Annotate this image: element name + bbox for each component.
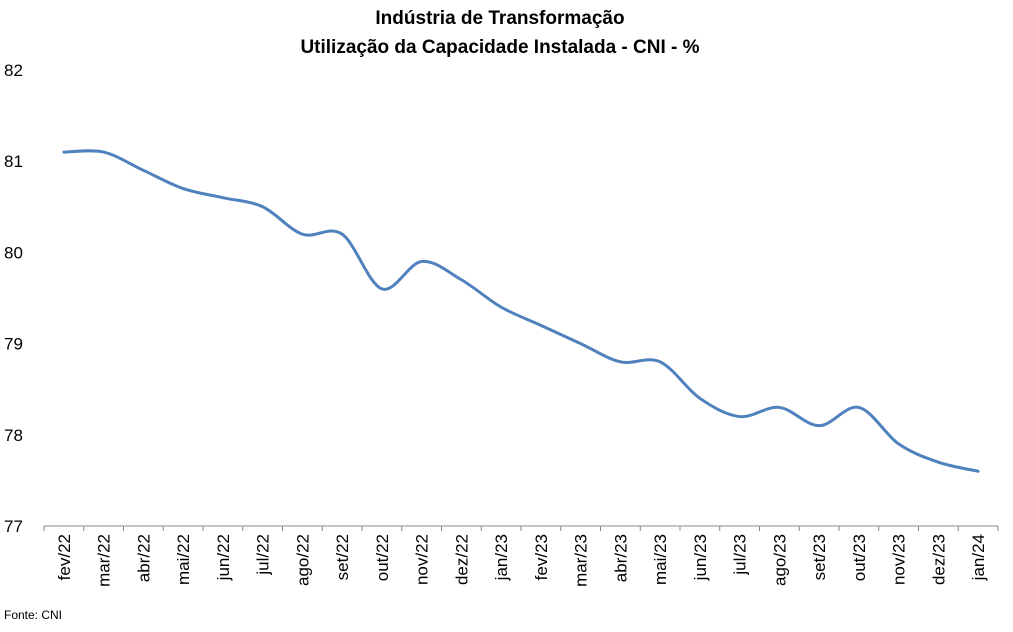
x-tick-label: jul/23	[731, 534, 750, 576]
x-axis-tick-marks	[43, 526, 999, 531]
x-tick-label: abr/23	[611, 534, 630, 582]
x-tick-label: nov/23	[890, 534, 909, 585]
x-tick-label: ago/23	[770, 534, 789, 586]
x-tick-label: abr/22	[134, 534, 153, 582]
x-tick-label: jun/22	[214, 534, 233, 581]
x-tick-label: jun/23	[691, 534, 710, 581]
y-tick-label: 77	[4, 517, 23, 536]
x-tick-label: jan/24	[969, 534, 988, 581]
x-tick-label: out/22	[373, 534, 392, 581]
x-tick-label: out/23	[850, 534, 869, 581]
series-line	[62, 149, 980, 473]
y-tick-label: 82	[4, 61, 23, 80]
x-tick-label: fev/22	[55, 534, 74, 580]
x-tick-label: mar/22	[95, 534, 114, 587]
x-tick-label: set/23	[810, 534, 829, 580]
x-tick-label: jan/23	[492, 534, 511, 581]
x-tick-label: mai/22	[174, 534, 193, 585]
y-tick-label: 79	[4, 335, 23, 354]
y-tick-label: 80	[4, 243, 23, 262]
x-tick-label: dez/22	[452, 534, 471, 585]
source-note: Fonte: CNI	[4, 608, 63, 622]
x-tick-label: jul/22	[254, 534, 273, 576]
y-tick-label: 81	[4, 152, 23, 171]
x-tick-label: ago/22	[293, 534, 312, 586]
x-tick-label: fev/23	[532, 534, 551, 580]
x-tick-label: set/22	[333, 534, 352, 580]
y-tick-label: 78	[4, 426, 23, 445]
x-axis-tick-labels: fev/22 mar/22 abr/22 mai/22 jun/22 jul/22 ago/…	[55, 534, 988, 587]
x-tick-label: nov/22	[413, 534, 432, 585]
y-axis-tick-labels: 77 78 79 80 81 82	[4, 61, 23, 536]
chart-subtitle: Utilização da Capacidade Instalada - CNI…	[300, 37, 699, 58]
chart-title: Indústria de Transformação	[375, 8, 624, 29]
x-tick-label: mai/23	[651, 534, 670, 585]
x-tick-label: mar/23	[572, 534, 591, 587]
x-tick-label: dez/23	[929, 534, 948, 585]
